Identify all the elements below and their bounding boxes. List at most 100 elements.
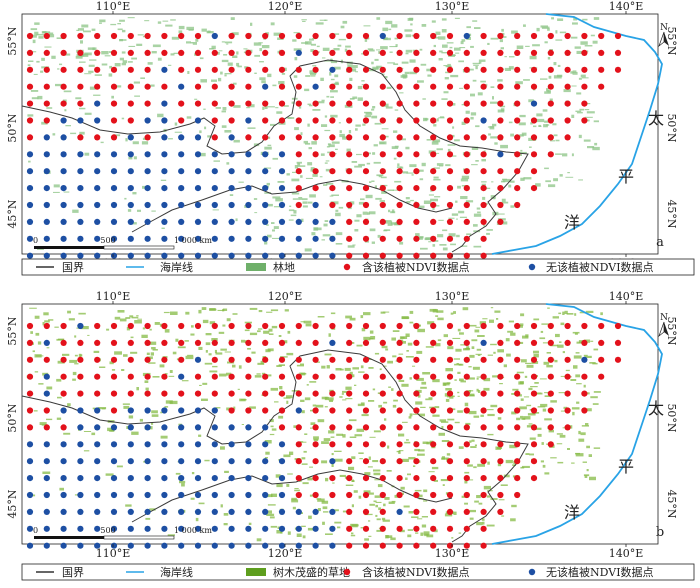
data-point-with-ndvi xyxy=(194,83,202,90)
vegetation-patch xyxy=(481,518,485,521)
vegetation-patch xyxy=(426,68,433,72)
vegetation-patch xyxy=(296,364,304,367)
legend-swatch-dot xyxy=(528,263,536,271)
vegetation-patch xyxy=(476,378,479,380)
vegetation-patch xyxy=(592,40,598,44)
data-point-without-ndvi xyxy=(530,100,538,107)
vegetation-patch xyxy=(401,316,410,319)
vegetation-patch xyxy=(187,354,194,357)
data-point-with-ndvi xyxy=(178,32,185,40)
data-point-with-ndvi xyxy=(413,185,420,192)
data-point-with-ndvi xyxy=(396,252,403,259)
vegetation-patch xyxy=(331,194,339,196)
data-point-with-ndvi xyxy=(161,356,168,363)
data-point-without-ndvi xyxy=(94,168,101,175)
data-point-without-ndvi xyxy=(77,235,84,242)
vegetation-patch xyxy=(123,354,128,357)
vegetation-patch xyxy=(382,27,389,32)
data-point-with-ndvi xyxy=(547,407,554,414)
vegetation-patch xyxy=(501,28,504,32)
vegetation-patch xyxy=(439,116,445,118)
vegetation-patch xyxy=(374,185,377,189)
data-point-with-ndvi xyxy=(446,117,454,124)
data-point-with-ndvi xyxy=(379,100,386,107)
vegetation-patch xyxy=(330,78,335,81)
vegetation-patch xyxy=(151,210,156,212)
vegetation-patch xyxy=(557,344,564,348)
data-point-with-ndvi xyxy=(514,66,521,73)
data-point-with-ndvi xyxy=(262,100,269,107)
vegetation-patch xyxy=(117,28,123,31)
vegetation-patch xyxy=(32,350,35,353)
data-point-without-ndvi xyxy=(144,441,151,448)
vegetation-patch xyxy=(270,525,277,528)
vegetation-patch xyxy=(361,84,366,86)
vegetation-patch xyxy=(338,206,344,209)
vegetation-patch xyxy=(385,106,393,109)
y-tick-label-left: 55°N xyxy=(6,316,19,345)
vegetation-patch xyxy=(391,209,395,213)
vegetation-patch xyxy=(506,353,511,357)
vegetation-patch xyxy=(134,95,140,97)
vegetation-patch xyxy=(363,25,371,27)
vegetation-patch xyxy=(312,38,315,40)
vegetation-patch xyxy=(413,465,416,467)
vegetation-patch xyxy=(459,47,466,49)
data-point-without-ndvi xyxy=(211,201,218,209)
vegetation-patch xyxy=(530,386,538,388)
vegetation-patch xyxy=(433,479,438,482)
vegetation-patch xyxy=(219,373,227,377)
vegetation-patch xyxy=(64,109,67,112)
vegetation-patch xyxy=(417,80,424,83)
panel-label: a xyxy=(656,235,664,250)
vegetation-patch xyxy=(377,484,383,488)
data-point-without-ndvi xyxy=(194,218,202,225)
vegetation-patch xyxy=(412,413,420,415)
data-point-with-ndvi xyxy=(329,49,336,57)
data-point-with-ndvi xyxy=(362,441,370,448)
vegetation-patch xyxy=(542,408,547,412)
vegetation-patch xyxy=(303,140,308,144)
data-point-without-ndvi xyxy=(110,185,118,192)
vegetation-patch xyxy=(293,32,300,34)
data-point-with-ndvi xyxy=(178,356,185,363)
vegetation-patch xyxy=(405,477,408,480)
data-point-without-ndvi xyxy=(110,424,118,431)
data-point-without-ndvi xyxy=(194,356,202,363)
vegetation-patch xyxy=(81,24,89,28)
vegetation-patch xyxy=(544,91,551,94)
vegetation-patch xyxy=(80,354,83,357)
vegetation-patch xyxy=(170,53,175,56)
vegetation-patch xyxy=(334,66,341,70)
data-point-with-ndvi xyxy=(312,356,319,363)
vegetation-patch xyxy=(490,136,498,139)
vegetation-patch xyxy=(270,309,279,312)
vegetation-patch xyxy=(392,355,397,358)
vegetation-patch xyxy=(276,111,283,114)
vegetation-patch xyxy=(137,34,144,36)
vegetation-patch xyxy=(460,380,466,383)
data-point-without-ndvi xyxy=(245,491,252,499)
vegetation-patch xyxy=(447,144,456,146)
data-point-with-ndvi xyxy=(480,525,487,532)
vegetation-patch xyxy=(368,535,372,537)
vegetation-patch xyxy=(424,237,430,241)
data-point-with-ndvi xyxy=(480,32,487,40)
data-point-with-ndvi xyxy=(312,322,319,330)
map-frame xyxy=(21,303,659,545)
data-point-without-ndvi xyxy=(127,407,134,414)
data-point-with-ndvi xyxy=(312,49,319,57)
vegetation-patch xyxy=(523,396,530,398)
vegetation-patch xyxy=(72,378,76,381)
vegetation-patch xyxy=(555,30,558,34)
vegetation-patch xyxy=(44,320,50,323)
vegetation-patch xyxy=(418,394,421,398)
vegetation-patch xyxy=(291,499,299,503)
vegetation-patch xyxy=(269,433,275,436)
vegetation-patch xyxy=(518,122,526,126)
vegetation-patch xyxy=(477,92,483,96)
vegetation-patch xyxy=(490,37,499,40)
vegetation-patch xyxy=(578,179,583,181)
vegetation-patch xyxy=(53,184,60,188)
vegetation-patch xyxy=(272,84,277,87)
